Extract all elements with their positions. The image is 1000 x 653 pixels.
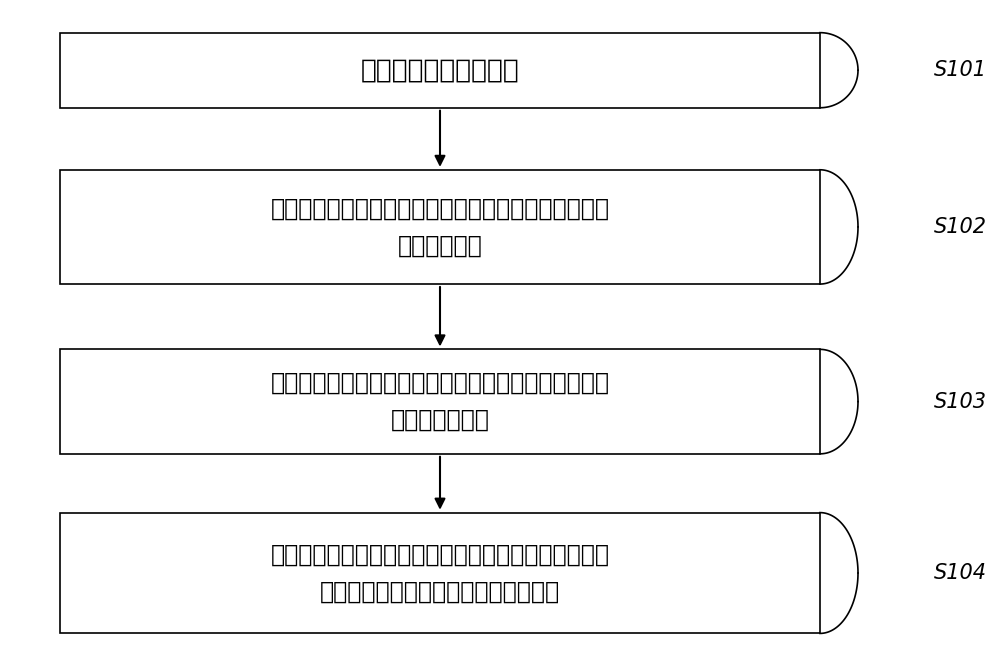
- Text: 获取桥面宽度布置信息，划分横桥向位移影响线网格，
提取间隔及个数: 获取桥面宽度布置信息，划分横桥向位移影响线网格， 提取间隔及个数: [270, 371, 610, 432]
- Text: S101: S101: [934, 60, 986, 80]
- Text: S103: S103: [934, 392, 986, 411]
- Text: 取桥梁跨度布置信息，划分纵桥向位移影响线网格，提
取间隔及个数: 取桥梁跨度布置信息，划分纵桥向位移影响线网格，提 取间隔及个数: [270, 197, 610, 257]
- Text: 获取截面类型分布信息，确定截面类型个数、提取桥梁
高度、截面面积、截面惯性矩结构参数: 获取截面类型分布信息，确定截面类型个数、提取桥梁 高度、截面面积、截面惯性矩结构…: [270, 543, 610, 603]
- Bar: [60, 349, 820, 454]
- Text: S104: S104: [934, 564, 986, 583]
- Bar: [60, 513, 820, 633]
- Bar: [60, 170, 820, 284]
- Text: 获取桥梁类型参数信息: 获取桥梁类型参数信息: [361, 57, 519, 83]
- Text: S102: S102: [934, 217, 986, 236]
- Bar: [60, 33, 820, 108]
